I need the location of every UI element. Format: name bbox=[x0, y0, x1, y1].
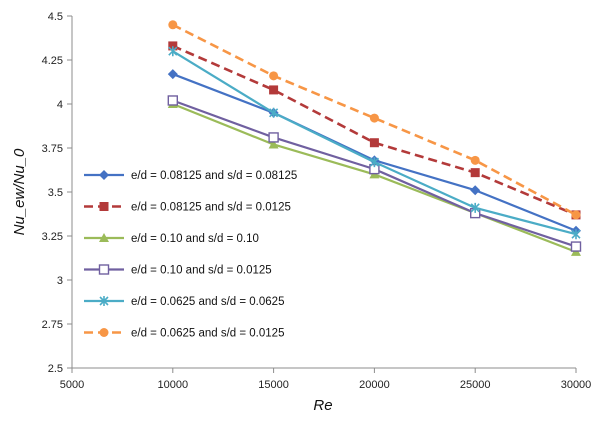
data-point bbox=[268, 139, 279, 149]
x-tick-label: 20000 bbox=[359, 379, 390, 391]
x-axis-title: Re bbox=[313, 397, 332, 414]
x-axis-ticks: 5000 10000 15000 20000 25000 30000 bbox=[60, 368, 592, 391]
legend-item: e/d = 0.08125 and s/d = 0.08125 bbox=[84, 170, 297, 182]
legend-item: e/d = 0.0625 and s/d = 0.0625 bbox=[84, 296, 284, 308]
data-point bbox=[369, 113, 379, 123]
legend-marker bbox=[98, 264, 110, 275]
legend-label: e/d = 0.08125 and s/d = 0.0125 bbox=[131, 202, 291, 214]
y-tick-label: 3.5 bbox=[48, 187, 63, 199]
legend-item: e/d = 0.0625 and s/d = 0.0125 bbox=[84, 328, 284, 340]
data-point bbox=[369, 157, 379, 168]
legend-item: e/d = 0.10 and s/d = 0.10 bbox=[84, 233, 259, 245]
legend-marker bbox=[99, 170, 109, 180]
data-point bbox=[268, 132, 279, 143]
x-tick-label: 10000 bbox=[158, 379, 189, 391]
y-axis-title: Nu_ew/Nu_0 bbox=[11, 148, 28, 235]
data-point bbox=[168, 46, 178, 57]
series-2 bbox=[168, 41, 581, 220]
y-tick-label: 3.75 bbox=[42, 143, 63, 155]
data-point bbox=[571, 210, 581, 220]
x-tick-label: 25000 bbox=[460, 379, 491, 391]
y-tick-label: 2.75 bbox=[42, 319, 63, 331]
legend-marker bbox=[99, 328, 109, 337]
series-6 bbox=[168, 20, 581, 220]
series-5 bbox=[168, 46, 581, 240]
data-point bbox=[269, 85, 279, 95]
y-axis-ticks: 2.5 2.75 3 3.25 3.5 3.75 4 4.25 4.5 bbox=[42, 11, 72, 375]
y-tick-label: 4 bbox=[57, 99, 63, 111]
legend-marker bbox=[99, 202, 109, 211]
legend-label: e/d = 0.10 and s/d = 0.0125 bbox=[131, 265, 272, 277]
data-point bbox=[470, 155, 480, 165]
legend-label: e/d = 0.10 and s/d = 0.10 bbox=[131, 233, 259, 245]
data-point bbox=[167, 69, 178, 80]
x-tick-label: 5000 bbox=[60, 379, 84, 391]
data-point bbox=[269, 71, 279, 81]
data-point bbox=[570, 241, 582, 252]
series-4 bbox=[167, 95, 582, 252]
data-point bbox=[470, 185, 481, 196]
series-line bbox=[172, 44, 577, 217]
y-tick-label: 3.25 bbox=[42, 231, 63, 243]
data-point bbox=[470, 202, 480, 213]
legend: e/d = 0.08125 and s/d = 0.08125 e/d = 0.0… bbox=[84, 170, 297, 340]
data-point bbox=[369, 138, 379, 148]
legend-marker bbox=[99, 296, 109, 306]
legend-item: e/d = 0.08125 and s/d = 0.0125 bbox=[84, 202, 291, 214]
series-line bbox=[172, 23, 577, 217]
y-tick-label: 4.25 bbox=[42, 55, 63, 67]
legend-item: e/d = 0.10 and s/d = 0.0125 bbox=[84, 264, 272, 277]
data-point bbox=[470, 168, 480, 178]
legend-marker bbox=[99, 233, 109, 242]
y-tick-label: 2.5 bbox=[48, 363, 63, 375]
y-tick-label: 4.5 bbox=[48, 11, 63, 23]
x-tick-label: 15000 bbox=[258, 379, 289, 391]
series-layer bbox=[167, 20, 582, 256]
legend-label: e/d = 0.0625 and s/d = 0.0625 bbox=[131, 296, 284, 308]
data-point bbox=[168, 20, 178, 30]
legend-label: e/d = 0.0625 and s/d = 0.0125 bbox=[131, 328, 284, 340]
data-point bbox=[269, 107, 279, 118]
data-point bbox=[571, 229, 581, 240]
data-point bbox=[167, 95, 179, 106]
x-tick-label: 30000 bbox=[561, 379, 592, 391]
y-tick-label: 3 bbox=[57, 275, 63, 287]
data-point bbox=[168, 41, 178, 51]
legend-label: e/d = 0.08125 and s/d = 0.08125 bbox=[131, 170, 297, 182]
